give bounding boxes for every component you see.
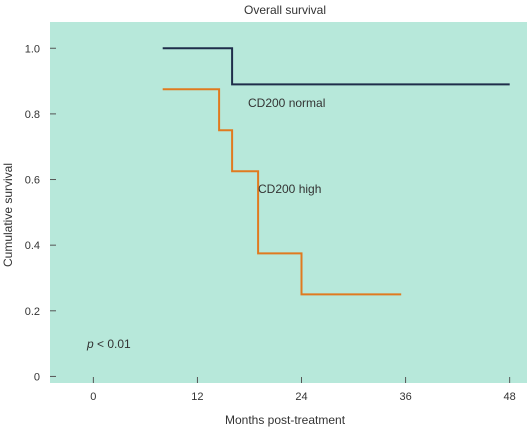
x-tick-label: 48 [504,391,516,403]
series-label: CD200 normal [248,96,325,110]
y-axis-label: Cumulative survival [1,163,15,267]
y-tick-label: 0 [34,371,40,383]
x-tick-label: 36 [399,391,411,403]
x-tick-label: 12 [191,391,203,403]
plot-background [50,22,527,383]
y-tick-label: 1.0 [25,43,40,55]
x-tick-label: 24 [295,391,307,403]
x-tick-label: 0 [90,391,96,403]
y-tick-label: 0.8 [25,109,40,121]
labels-layer: CD200 normal CD200 high p < 0.01 [86,96,325,351]
p-value-annotation: p < 0.01 [86,337,131,351]
y-tick-label: 0.2 [25,306,40,318]
series-layer [162,47,510,296]
series-line-cd200-high [162,88,402,296]
y-tick-label: 0.4 [25,240,40,252]
series-line-cd200-normal [162,47,510,86]
y-tick-label: 0.6 [25,175,40,187]
axes: 0 12 24 36 48 0 0.2 0.4 0.6 0.8 1.0 [25,43,516,403]
series-label: CD200 high [258,182,321,196]
chart-title: Overall survival [244,3,326,17]
x-axis-label: Months post-treatment [225,413,346,427]
